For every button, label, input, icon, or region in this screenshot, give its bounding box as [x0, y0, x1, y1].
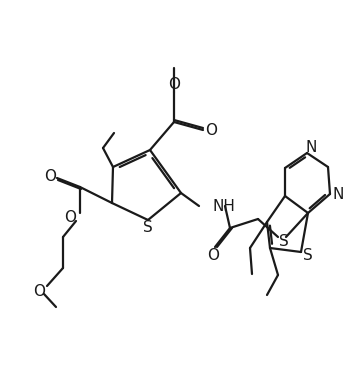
Text: NH: NH	[213, 198, 236, 213]
Text: O: O	[207, 249, 219, 263]
Text: S: S	[143, 220, 153, 234]
Text: N: N	[332, 187, 344, 201]
Text: O: O	[168, 76, 180, 92]
Text: O: O	[205, 122, 217, 138]
Text: O: O	[64, 210, 76, 224]
Text: S: S	[279, 233, 289, 249]
Text: O: O	[33, 283, 45, 299]
Text: N: N	[305, 139, 317, 154]
Text: O: O	[44, 168, 56, 184]
Text: S: S	[303, 247, 313, 263]
